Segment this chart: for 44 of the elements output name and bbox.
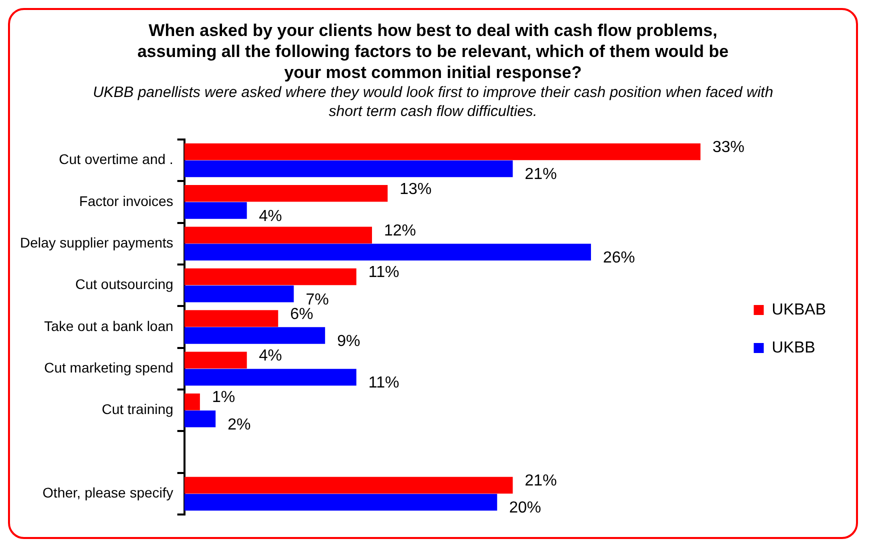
bar	[184, 185, 388, 202]
y-tick-label: Cut training	[102, 401, 174, 418]
legend-label: UKBB	[772, 339, 816, 356]
bar	[184, 143, 700, 160]
y-tick-label: Cut marketing spend	[44, 360, 174, 376]
data-label: 26%	[602, 250, 636, 267]
y-tick-label: Cut overtime and .	[58, 151, 174, 168]
data-label: 11%	[368, 264, 400, 282]
chart-title: When asked by your clients how best to deal with cash flow problems, assuming all the following factors to be relevant, which of them would be your most common initial response?	[136, 20, 730, 83]
data-label: 21%	[524, 472, 557, 490]
bar	[184, 226, 372, 244]
data-label: 4%	[258, 348, 282, 365]
bar	[184, 494, 498, 511]
bar	[184, 476, 513, 494]
y-tick-label: Delay supplier payments	[20, 234, 174, 250]
data-label: 13%	[400, 180, 432, 198]
data-label: 20%	[509, 500, 542, 517]
data-label: 6%	[290, 306, 314, 323]
bar	[184, 410, 216, 428]
data-label: 4%	[258, 208, 282, 225]
bar	[184, 244, 591, 261]
y-tick-label: Other, please specify	[42, 484, 174, 501]
data-label: 2%	[228, 416, 251, 434]
bar	[184, 285, 294, 302]
y-tick-label: Cut outsourcing	[75, 276, 174, 292]
data-label: 1%	[212, 389, 236, 406]
bar	[184, 352, 247, 369]
bar	[184, 327, 326, 344]
data-label: 21%	[524, 166, 557, 184]
data-label: 9%	[337, 332, 360, 350]
bar	[184, 393, 200, 410]
chart-subtitle: UKBB panellists were asked where they would look first to improve their cash position when faced with short term cash flow difficulties.	[92, 83, 774, 121]
data-label: 33%	[712, 139, 745, 156]
bar	[184, 202, 247, 219]
data-label: 7%	[306, 291, 329, 308]
bar	[184, 310, 278, 327]
data-label: 12%	[384, 222, 416, 240]
bar	[184, 160, 513, 178]
bar	[184, 368, 356, 386]
y-tick-label: Take out a bank loan	[44, 318, 174, 334]
bar	[184, 268, 356, 286]
data-label: 11%	[368, 374, 400, 392]
legend-label: UKBAB	[772, 301, 826, 318]
y-tick-label: Factor invoices	[79, 192, 174, 209]
